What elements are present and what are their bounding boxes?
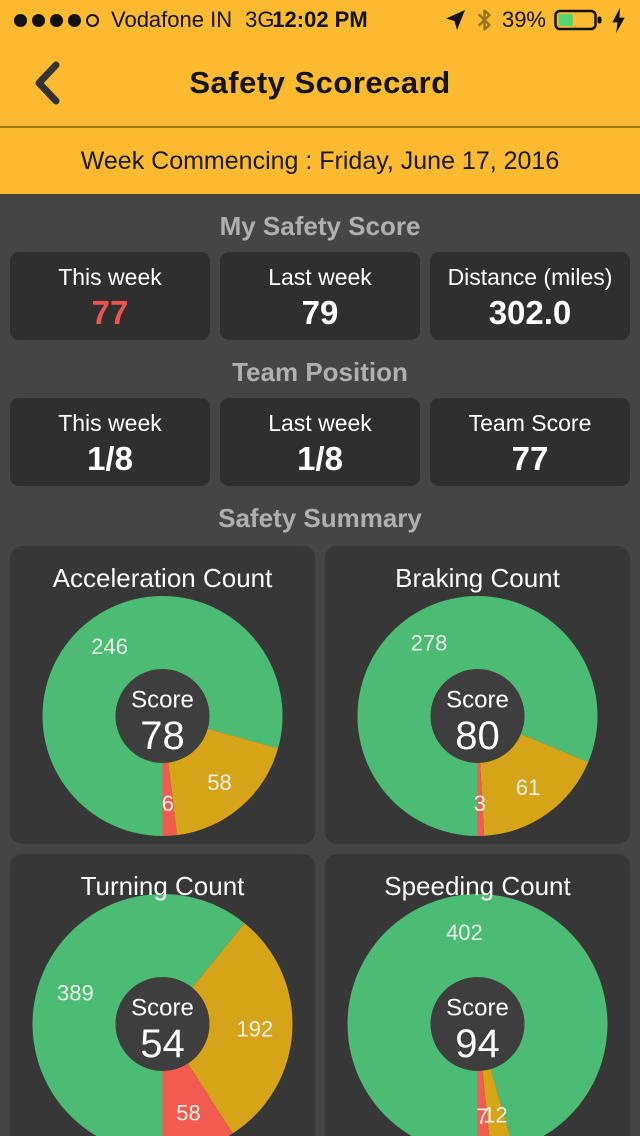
bluetooth-icon [475, 7, 494, 33]
stat-card-this-week-score: This week 77 [10, 252, 210, 340]
stat-value: 79 [301, 293, 339, 331]
charts-grid: Acceleration Count 246 58 6 Score 78 Braking… [0, 546, 640, 1136]
stat-label: This week [58, 263, 162, 290]
chart-title: Turning Count [80, 871, 245, 901]
score-value: 80 [455, 714, 500, 758]
signal-strength-icon [14, 13, 99, 27]
chart-panel-speeding: Speeding Count 402 12 7 Score 94 [325, 854, 630, 1136]
carrier-label: Vodafone IN [111, 7, 233, 32]
slice-label: 402 [446, 920, 483, 945]
score-label: Score [446, 687, 509, 714]
network-type-label: 3G [245, 7, 275, 32]
stat-label: Distance (miles) [447, 263, 613, 290]
score-circle [430, 977, 525, 1071]
stat-label: Team Score [468, 409, 592, 436]
score-value: 94 [455, 1022, 500, 1066]
team-position-cards: This week 1/8 Last week 1/8 Team Score 7… [0, 398, 640, 486]
stat-value: 1/8 [87, 439, 133, 477]
clock: 12:02 PM [272, 7, 368, 32]
stat-value: 77 [511, 439, 549, 477]
slice-label: 7 [476, 1104, 488, 1129]
stat-label: This week [58, 409, 162, 436]
stat-value: 302.0 [488, 293, 572, 331]
week-banner: Week Commencing : Friday, June 17, 2016 [0, 128, 640, 194]
slice-label: 58 [207, 770, 231, 795]
score-circle [115, 669, 210, 763]
signal-dot-filled [50, 13, 63, 27]
slice-label: 6 [162, 791, 174, 816]
signal-dot-filled [68, 13, 81, 27]
slice-label: 12 [483, 1102, 507, 1127]
signal-dot-filled [32, 13, 45, 27]
slice-label: 58 [176, 1100, 200, 1125]
score-label: Score [131, 995, 194, 1022]
battery-icon [554, 7, 604, 33]
section-title-my-safety-score: My Safety Score [219, 211, 421, 241]
my-safety-score-cards: This week 77 Last week 79 Distance (mile… [0, 252, 640, 340]
stat-card-team-score: Team Score 77 [430, 398, 630, 486]
nav-bar: Safety Scorecard [0, 40, 640, 128]
back-button[interactable] [26, 52, 68, 114]
donut-chart-speeding: 402 12 7 Score 94 [325, 854, 630, 1136]
stat-value: 1/8 [297, 439, 343, 477]
stat-card-last-week-score: Last week 79 [220, 252, 420, 340]
chart-panel-turning: Turning Count 389 192 58 Score 54 [10, 854, 315, 1136]
chart-panel-braking: Braking Count 278 61 3 Score 80 [325, 546, 630, 844]
slice-label: 192 [236, 1017, 273, 1042]
chart-title: Acceleration Count [52, 563, 273, 593]
slice-label: 278 [411, 631, 448, 656]
stat-label: Last week [268, 409, 372, 436]
chart-title: Braking Count [395, 563, 560, 593]
score-value: 78 [140, 714, 185, 758]
week-commencing-label: Week Commencing : Friday, June 17, 2016 [80, 146, 560, 175]
stat-card-team-this-week: This week 1/8 [10, 398, 210, 486]
battery-percent-label: 39% [501, 7, 546, 32]
section-title-safety-summary: Safety Summary [218, 503, 422, 533]
donut-chart-turning: 389 192 58 Score 54 [10, 854, 315, 1136]
status-bar: Vodafone IN 3G 12:02 PM 39% [0, 0, 640, 40]
donut-chart-braking: 278 61 3 Score 80 [325, 546, 630, 844]
slice-label: 389 [57, 981, 94, 1006]
signal-dot-empty [86, 13, 99, 27]
content: My Safety Score This week 77 Last week 7… [0, 210, 640, 1136]
chart-title: Speeding Count [384, 871, 571, 901]
charging-bolt-icon [612, 7, 626, 33]
slice-label: 3 [474, 791, 486, 816]
stat-card-team-last-week: Last week 1/8 [220, 398, 420, 486]
score-label: Score [131, 687, 194, 714]
pie-slice-amber [162, 923, 293, 1134]
score-value: 54 [140, 1022, 185, 1066]
stat-label: Last week [268, 263, 372, 290]
stat-value: 77 [91, 293, 129, 331]
stat-card-distance: Distance (miles) 302.0 [430, 252, 630, 340]
donut-chart-acceleration: 246 58 6 Score 78 [10, 546, 315, 844]
page-title: Safety Scorecard [189, 65, 451, 100]
slice-label: 246 [91, 634, 128, 659]
chevron-left-icon [34, 60, 60, 106]
signal-dot-filled [14, 13, 27, 27]
slice-label: 61 [516, 775, 540, 800]
score-label: Score [446, 995, 509, 1022]
section-title-team-position: Team Position [232, 357, 408, 387]
chart-panel-acceleration: Acceleration Count 246 58 6 Score 78 [10, 546, 315, 844]
score-circle [115, 977, 210, 1071]
score-circle [430, 669, 525, 763]
location-arrow-icon [443, 8, 467, 32]
